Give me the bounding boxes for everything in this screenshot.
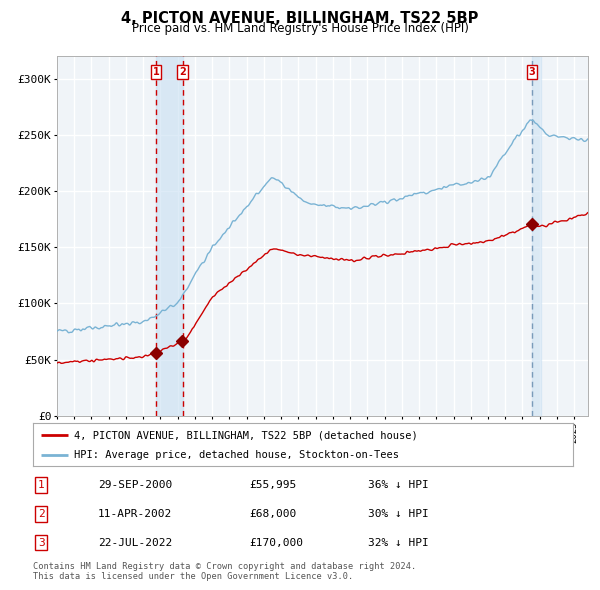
Text: 32% ↓ HPI: 32% ↓ HPI [368,537,428,548]
Bar [156,56,182,416]
Text: Price paid vs. HM Land Registry's House Price Index (HPI): Price paid vs. HM Land Registry's House … [131,22,469,35]
Text: HPI: Average price, detached house, Stockton-on-Tees: HPI: Average price, detached house, Stoc… [74,450,398,460]
Bar [532,56,541,416]
Text: 4, PICTON AVENUE, BILLINGHAM, TS22 5BP (detached house): 4, PICTON AVENUE, BILLINGHAM, TS22 5BP (… [74,430,417,440]
Text: 4, PICTON AVENUE, BILLINGHAM, TS22 5BP: 4, PICTON AVENUE, BILLINGHAM, TS22 5BP [121,11,479,25]
Text: 2: 2 [179,67,186,77]
Text: £68,000: £68,000 [249,509,296,519]
Text: Contains HM Land Registry data © Crown copyright and database right 2024.
This d: Contains HM Land Registry data © Crown c… [33,562,416,581]
Text: 29-SEP-2000: 29-SEP-2000 [98,480,172,490]
Text: 2: 2 [38,509,44,519]
Text: 1: 1 [153,67,160,77]
Text: 1: 1 [38,480,44,490]
Text: 30% ↓ HPI: 30% ↓ HPI [368,509,428,519]
Text: £55,995: £55,995 [249,480,296,490]
Text: 11-APR-2002: 11-APR-2002 [98,509,172,519]
Text: 3: 3 [38,537,44,548]
Text: 3: 3 [529,67,535,77]
Text: 22-JUL-2022: 22-JUL-2022 [98,537,172,548]
Text: 36% ↓ HPI: 36% ↓ HPI [368,480,428,490]
Text: £170,000: £170,000 [249,537,303,548]
